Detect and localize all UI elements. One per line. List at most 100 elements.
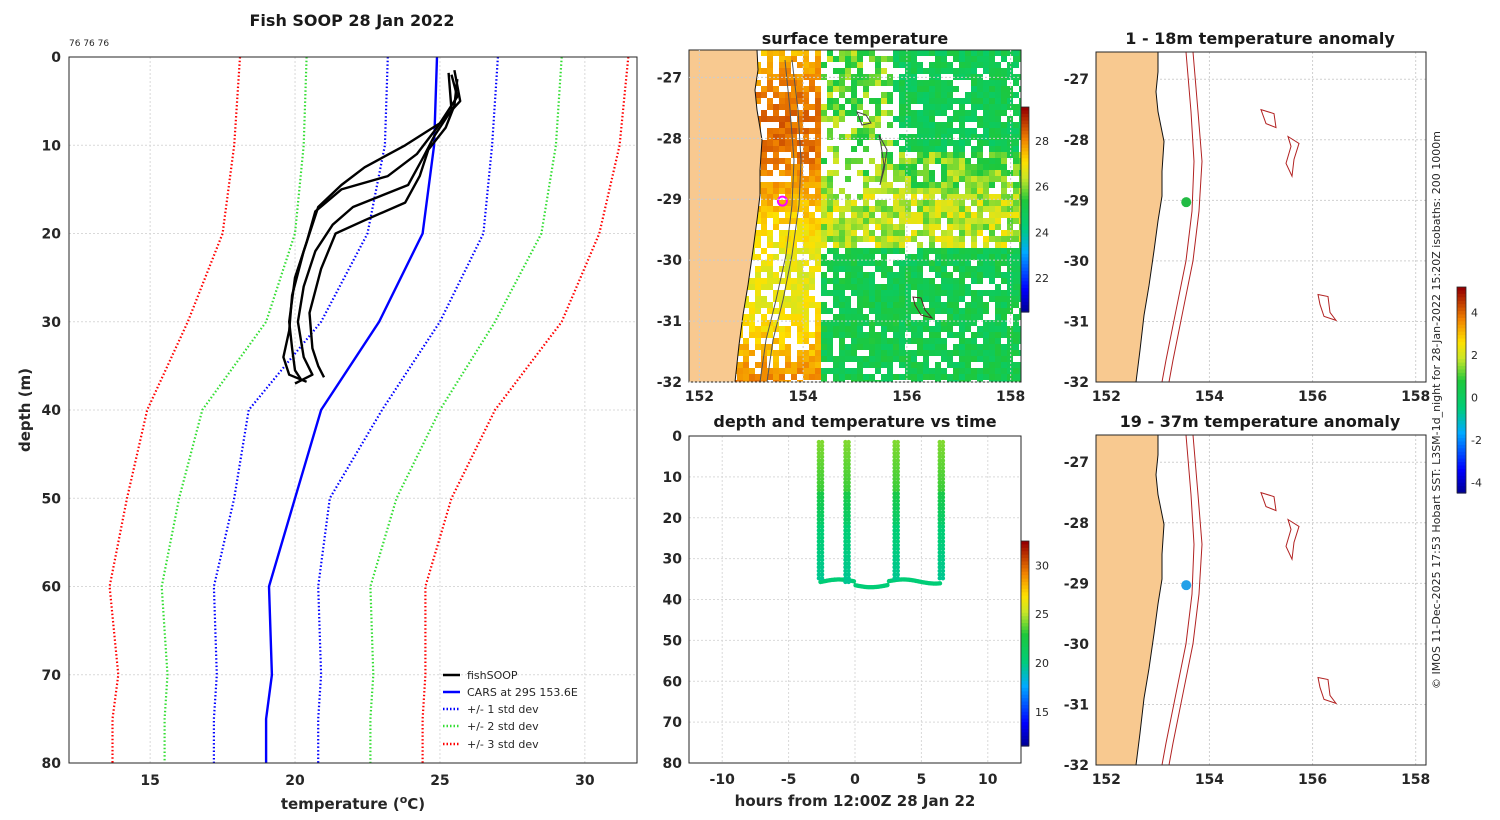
sst-cell (923, 128, 929, 134)
sst-cell (875, 110, 881, 116)
profile-ytick-label: 20 (42, 227, 62, 243)
sst-cell (983, 56, 989, 62)
sst-cell (977, 344, 983, 350)
sst-cell (989, 218, 995, 224)
sst-cell (923, 248, 929, 254)
anomaly2-land (1096, 435, 1165, 765)
sst-cell (851, 128, 857, 134)
timeseries-point (843, 528, 848, 533)
sst-cell (911, 170, 917, 176)
sst-cell (851, 224, 857, 230)
anomaly-colorbar-step (1457, 362, 1466, 367)
sst-colorbar-step (1021, 148, 1029, 153)
sst-cell (815, 140, 821, 146)
anomaly2-isobath-200 (1161, 435, 1195, 765)
timeseries-point (816, 557, 822, 563)
sst-cell (851, 356, 857, 362)
sst-cell (1013, 248, 1019, 254)
sst-ticks: 152 154 156 158-27-28-29-30-31-32 (657, 50, 1025, 405)
sst-cell (839, 344, 845, 350)
sst-cell (839, 254, 845, 260)
sst-cell (935, 308, 941, 314)
sst-cell (839, 92, 845, 98)
anomaly-colorbar-step (1457, 396, 1466, 401)
anomaly1-ytick-label: -30 (1064, 254, 1090, 270)
sst-cell (1007, 68, 1013, 74)
sst-cell (869, 248, 875, 254)
timeseries-point (892, 458, 897, 463)
sst-cell (1013, 200, 1019, 206)
sst-cell (809, 86, 815, 92)
sst-cell (827, 80, 833, 86)
sst-cell (989, 170, 995, 176)
sst-cell (983, 356, 989, 362)
sst-cell (851, 326, 857, 332)
sst-cell (1001, 68, 1007, 74)
sst-cell (1007, 152, 1013, 158)
sst-cell (977, 254, 983, 260)
sst-colorbar-step (1021, 257, 1029, 262)
sst-cell (983, 182, 989, 188)
anomaly2-seamount (1317, 676, 1338, 705)
timeseries-point (940, 542, 946, 548)
sst-cell (881, 152, 887, 158)
anomaly2-title: 19 - 37m temperature anomaly (1120, 412, 1401, 431)
sst-cell (917, 230, 923, 236)
sst-cell (845, 206, 851, 212)
sst-cell (821, 194, 827, 200)
sst-cell (947, 350, 953, 356)
sst-cell (791, 194, 797, 200)
sst-cell (1007, 374, 1013, 380)
sst-cell (953, 206, 959, 212)
sst-cell (875, 362, 881, 368)
sst-cell (935, 332, 941, 338)
sst-colorbar-step (1021, 216, 1029, 221)
timeseries-point (843, 576, 848, 581)
sst-cell (953, 86, 959, 92)
sst-cell (863, 236, 869, 242)
sst-cell (959, 146, 965, 152)
sst-colorbar-step (1021, 124, 1029, 129)
timeseries-colorbar-step (1021, 547, 1029, 552)
sst-cell (797, 332, 803, 338)
sst-cell (761, 260, 767, 266)
sst-cell (965, 326, 971, 332)
timeseries-point (895, 465, 900, 471)
timeseries-colorbar-step (1021, 609, 1029, 614)
sst-cell (767, 302, 773, 308)
sst-cell (965, 302, 971, 308)
sst-cell (935, 86, 941, 92)
sst-cell (779, 140, 785, 146)
sst-cell (929, 230, 935, 236)
timeseries-point (940, 557, 946, 563)
sst-cell (953, 188, 959, 194)
sst-cell (977, 140, 983, 146)
sst-cell (803, 200, 809, 206)
sst-cell (923, 320, 929, 326)
sst-cell (767, 56, 773, 62)
sst-cell (1001, 74, 1007, 80)
sst-cell (929, 332, 935, 338)
sst-cell (965, 74, 971, 80)
sst-cell (857, 56, 863, 62)
sst-cell (941, 158, 947, 164)
anomaly1-axes-box (1095, 51, 1427, 383)
timeseries-grid (689, 435, 1021, 764)
sst-cell (887, 110, 893, 116)
sst-cell (899, 290, 905, 296)
sst-cell (845, 50, 851, 56)
sst-cell (785, 110, 791, 116)
timeseries-point (892, 484, 897, 489)
sst-cell (881, 236, 887, 242)
sst-colorbar-step (1021, 120, 1029, 125)
timeseries-colorbar-step (1021, 681, 1029, 686)
sst-cell (929, 212, 935, 218)
sst-cell (905, 278, 911, 284)
timeseries-point (816, 531, 822, 537)
sst-cell (929, 116, 935, 122)
sst-cell (965, 212, 971, 218)
anomaly-colorbar-step (1457, 420, 1466, 425)
timeseries-colorbar-step (1021, 578, 1029, 583)
sst-cell (923, 170, 929, 176)
sst-cell (755, 254, 761, 260)
